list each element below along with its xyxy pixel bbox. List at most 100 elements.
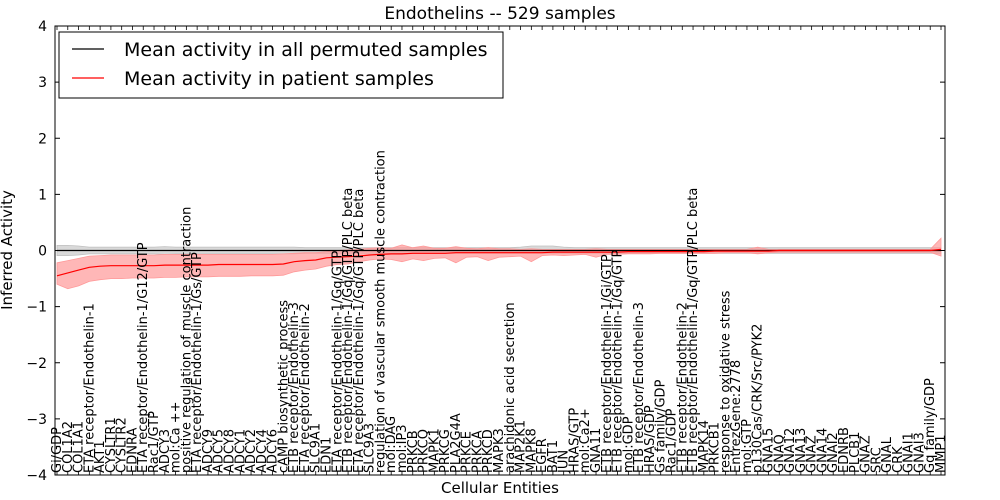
entity-label: ADCY6 <box>266 429 281 473</box>
entity-label: mol:Ca ++ <box>169 401 184 473</box>
entity-label: mol:Ca2+ <box>578 408 593 473</box>
entity-label: GNA14 <box>815 428 830 473</box>
entity-label: HRAS/GTP <box>568 408 583 473</box>
legend-label-patient: Mean activity in patient samples <box>124 68 434 90</box>
entity-label: MAPK14 <box>697 420 712 473</box>
entity-label: response to oxidative stress <box>718 290 733 473</box>
entity-label: GNAI2 <box>826 432 841 473</box>
entity-label: Rac1/GTP <box>147 411 162 473</box>
y-tick-label: −4 <box>26 468 47 484</box>
y-tick-label: 4 <box>38 19 47 35</box>
entity-label: PRKCB1 <box>708 422 723 473</box>
entity-label: PLA2G4A <box>449 413 464 473</box>
entity-label: CRK <box>891 446 906 473</box>
entity-label: MAPK3 <box>492 428 507 473</box>
entity-label: COL1A1 <box>72 421 87 473</box>
line-series-1 <box>56 248 942 277</box>
entity-label: GNAZ <box>805 435 820 473</box>
entity-label: GNA12 <box>783 428 798 473</box>
entity-label: COL1A2 <box>61 421 76 473</box>
entity-label: Gq family/GDP <box>923 378 938 473</box>
legend-label-permuted: Mean activity in all permuted samples <box>124 39 487 61</box>
entity-label: AKT1 <box>93 440 108 473</box>
entity-label: cAMP biosynthetic process <box>276 300 291 473</box>
entity-label: ETB receptor/Endothelin-3 <box>287 302 302 473</box>
entity-label: mol:GDP <box>621 416 636 473</box>
entity-label: ADCY1 <box>233 429 248 473</box>
y-tick-label: −2 <box>26 356 47 372</box>
entity-label: ETA receptor/Endothelin-1/Gs/GTP <box>190 252 205 473</box>
entity-label: EDNRA <box>126 428 141 473</box>
entity-label: MAP2K1 <box>514 420 529 473</box>
entity-label: MAPK1 <box>427 428 442 473</box>
y-tick-label: −1 <box>26 300 47 316</box>
entity-label: Gs family/GDP <box>654 379 669 473</box>
entity-label: ADCY8 <box>223 429 238 473</box>
entity-label: PLCB1 <box>848 432 863 473</box>
series-lines <box>56 248 942 277</box>
entity-label: ETA receptor/Endothelin-1/Gq/GTP <box>330 251 345 473</box>
entity-label: ADCY5 <box>212 429 227 473</box>
entity-label: CYSLTR2 <box>115 417 130 473</box>
entity-label: GNAL <box>880 436 895 473</box>
entity-label: mol:IP3 <box>395 424 410 473</box>
entity-label: arachidonic acid secretion <box>503 302 518 473</box>
entity-label: ADCY9 <box>201 429 216 473</box>
entity-label: ETA receptor/Endothelin-2 <box>298 303 313 473</box>
entity-label: Rac1/GDP <box>665 408 680 473</box>
y-tick-label: 2 <box>38 131 47 147</box>
entity-label: mol:GTP <box>740 419 755 473</box>
entity-label: SRC <box>869 447 884 473</box>
y-tick-label: 0 <box>38 244 47 260</box>
entity-label: EGFR <box>535 438 550 473</box>
y-tick-label: 3 <box>38 75 47 91</box>
entity-label: ADCY2 <box>244 429 259 473</box>
entity-label: GNA11 <box>589 428 604 473</box>
entity-label: EntrezGene:2778 <box>729 360 744 473</box>
entity-label: regulation of vascular smooth muscle con… <box>373 150 388 473</box>
entity-label: ETA receptor/Endothelin-1/G12/GTP <box>136 242 151 473</box>
legend-box <box>58 31 504 99</box>
entity-label: EDNRB <box>837 427 852 473</box>
entity-label: ETB receptor/Endothelin-1/Gq/GTP/PLC bet… <box>686 188 701 473</box>
entity-label: GNAI3 <box>912 432 927 473</box>
entity-label: Gi/GDP <box>50 427 65 473</box>
plot-frame <box>54 25 946 476</box>
entity-label: ETB receptor/Endothelin-1/Gq/GTP/PLC bet… <box>341 188 356 473</box>
entity-label: GNAZ <box>859 435 874 473</box>
entity-label: ETB receptor/Endothelin-1/Gi/GTP <box>600 254 615 473</box>
entity-label: SLC9A3 <box>363 423 378 473</box>
entity-label: PRKCQ <box>417 429 432 473</box>
entity-label: ETB receptor/Endothelin-3 <box>632 302 647 473</box>
entity-label: BAT1 <box>546 440 561 473</box>
entity-label: ADCY3 <box>158 429 173 473</box>
entity-label: PRKCD <box>481 429 496 473</box>
entity-label: PRKCE <box>460 431 475 473</box>
entity-label: CYSLTR1 <box>104 417 119 473</box>
entity-label: GNAI1 <box>902 432 917 473</box>
entity-label: MAPK8 <box>524 428 539 473</box>
entity-label: ETA receptor/Endothelin-1 <box>82 303 97 473</box>
entity-label: ADCY4 <box>255 429 270 473</box>
entity-label: MMP1 <box>934 434 949 473</box>
y-axis-label: Inferred Activity <box>0 190 16 310</box>
entity-label: EDN1 <box>320 437 335 473</box>
entity-label: PRKCG <box>438 429 453 473</box>
entity-label: ETA receptor/Endothelin-1/Gq/GTP/PLC bet… <box>352 189 367 473</box>
entity-label: p130Cas/CRK/Src/PYK2 <box>751 324 766 473</box>
x-axis-ticks <box>56 26 942 475</box>
entity-label: GNA13 <box>794 428 809 473</box>
entity-label: ETB receptor/Endothelin-1/Gq/GTP <box>611 250 626 473</box>
y-tick-label: −3 <box>26 412 47 428</box>
x-axis-label: Cellular Entities <box>441 479 559 497</box>
y-tick-label: 1 <box>38 187 47 203</box>
entity-label: GNA15 <box>762 428 777 473</box>
entity-label: positive regulation of muscle contractio… <box>179 207 194 473</box>
entity-label: SLC9A1 <box>309 423 324 473</box>
entity-label: GNAQ <box>772 434 787 473</box>
entity-label: PRKCA <box>470 430 485 473</box>
chart-title: Endothelins -- 529 samples <box>384 4 615 24</box>
entity-label: mol:DAG <box>384 416 399 473</box>
